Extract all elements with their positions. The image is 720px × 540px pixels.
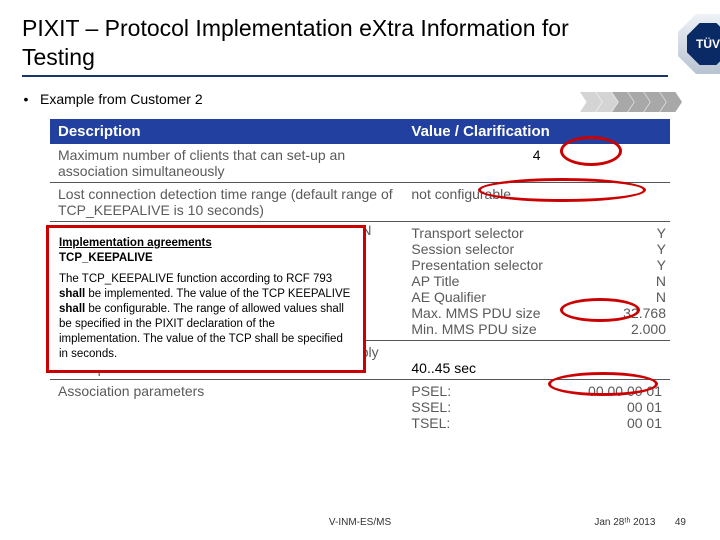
- note-body: The TCP_KEEPALIVE function according to …: [59, 272, 353, 362]
- progress-chevrons: [586, 92, 682, 112]
- cell-desc: Maximum number of clients that can set-u…: [50, 144, 403, 183]
- col-value: Value / Clarification: [403, 119, 670, 144]
- title-underline: [22, 75, 668, 77]
- note-subheading: TCP_KEEPALIVE: [59, 251, 353, 266]
- footer-date: Jan 28ᵗʰ 2013: [594, 517, 655, 528]
- slide-footer: V-INM-ES/MS Jan 28ᵗʰ 2013 49: [0, 517, 720, 528]
- implementation-note: Implementation agreements TCP_KEEPALIVE …: [46, 225, 366, 373]
- footer-center: V-INM-ES/MS: [329, 517, 391, 528]
- cell-val: NTransport selectorYSession selectorYPre…: [403, 221, 670, 340]
- bullet-text: Example from Customer 2: [40, 91, 203, 107]
- cell-val: 4: [403, 144, 670, 183]
- highlight-circle: [560, 136, 622, 166]
- cell-desc: Lost connection detection time range (de…: [50, 182, 403, 221]
- highlight-circle: [560, 298, 640, 322]
- bullet-marker: •: [22, 91, 30, 107]
- page-title: PIXIT – Protocol Implementation eXtra In…: [22, 14, 582, 72]
- col-description: Description: [50, 119, 403, 144]
- footer-page: 49: [675, 517, 686, 528]
- highlight-circle: [478, 178, 646, 202]
- note-heading: Implementation agreements: [59, 236, 353, 251]
- cell-desc: Association parameters: [50, 379, 403, 434]
- tuv-logo: TÜV: [678, 14, 720, 74]
- logo-text: TÜV: [687, 23, 720, 65]
- highlight-circle: [548, 372, 658, 396]
